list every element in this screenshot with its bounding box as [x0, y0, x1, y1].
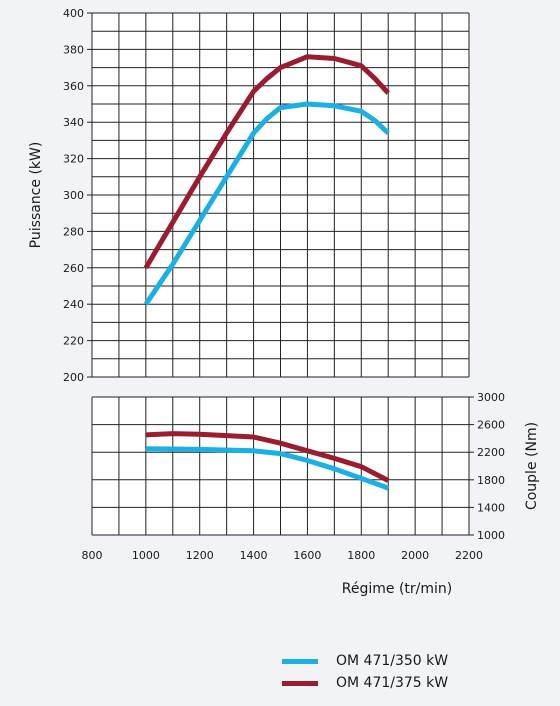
x-tick-label: 1200 — [186, 549, 214, 562]
legend-label-375: OM 471/375 kW — [336, 675, 449, 691]
legend-swatch-350 — [282, 658, 318, 664]
series-line — [143, 101, 390, 306]
legend: OM 471/350 kW OM 471/375 kW — [282, 650, 448, 694]
y-tick-label: 280 — [63, 225, 84, 238]
y-tick-label: 340 — [63, 116, 84, 129]
legend-item-375: OM 471/375 kW — [282, 672, 448, 694]
y-tick-label: 360 — [63, 80, 84, 93]
torque-plot: 1000 1400 1800 2200 2600 3000 800 1000 1200 1400 1… — [82, 391, 541, 597]
x-tick-label: 1000 — [132, 549, 160, 562]
y-tick-label: 1000 — [477, 529, 505, 542]
legend-label-350: OM 471/350 kW — [336, 653, 449, 669]
x-axis-title: Régime (tr/min) — [342, 581, 452, 597]
y-tick-label: 3000 — [477, 391, 505, 404]
series-line — [145, 446, 390, 491]
series-line — [143, 54, 391, 270]
y-tick-label: 260 — [63, 262, 84, 275]
x-tick-label: 1800 — [347, 549, 375, 562]
x-tick-label: 2000 — [401, 549, 429, 562]
legend-item-350: OM 471/350 kW — [282, 650, 448, 672]
x-tick-label: 2200 — [455, 549, 483, 562]
y-tick-label: 2600 — [477, 419, 505, 432]
y-tick-label: 240 — [63, 298, 84, 311]
y-axis-title: Couple (Nm) — [524, 422, 540, 510]
y-tick-label: 2200 — [477, 446, 505, 459]
y-tick-label: 1800 — [477, 474, 505, 487]
legend-swatch-375 — [282, 680, 318, 686]
power-plot: 200 220 240 260 280 300 320 340 360 380 400 Puissan… — [28, 7, 470, 384]
x-tick-label: 1600 — [293, 549, 321, 562]
y-tick-label: 220 — [63, 335, 84, 348]
y-tick-label: 200 — [63, 371, 84, 384]
y-tick-label: 320 — [63, 153, 84, 166]
series-line — [145, 431, 390, 483]
y-tick-label: 400 — [63, 7, 84, 20]
x-tick-label: 1400 — [240, 549, 268, 562]
y-axis-title: Puissance (kW) — [28, 142, 44, 249]
x-tick-label: 800 — [82, 549, 103, 562]
y-tick-label: 380 — [63, 43, 84, 56]
y-tick-label: 1400 — [477, 501, 505, 514]
y-tick-label: 300 — [63, 189, 84, 202]
